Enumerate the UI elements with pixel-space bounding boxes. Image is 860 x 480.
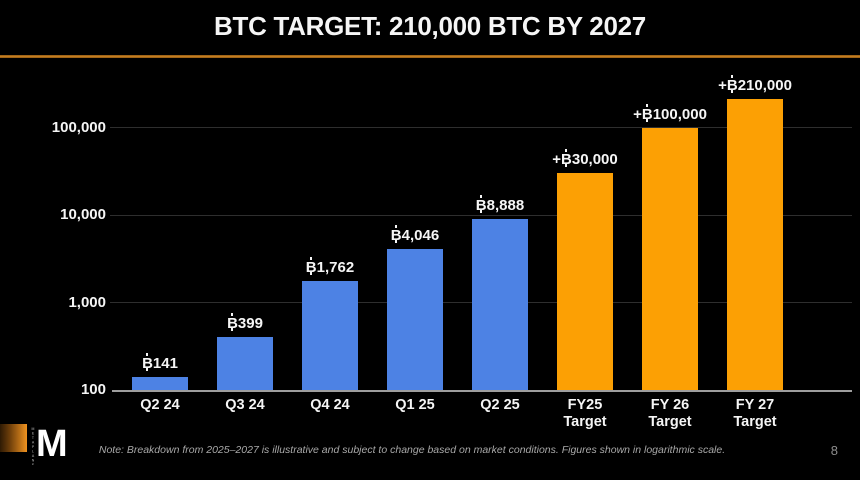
x-axis-label-q4-24: Q4 24 <box>310 397 350 413</box>
title-divider <box>0 55 860 58</box>
x-axis-line <box>112 390 852 392</box>
logo-vertical-text: METAPLANET <box>31 427 35 465</box>
logo-gradient-square <box>0 424 27 452</box>
page-title: BTC TARGET: 210,000 BTC BY 2027 <box>214 11 646 41</box>
btc-symbol: B <box>390 225 402 245</box>
y-axis-tick-label: 10,000 <box>60 206 106 223</box>
bar-fy-26-target <box>642 127 698 390</box>
btc-symbol: B <box>305 256 317 276</box>
bar-fy-27-target <box>727 99 783 390</box>
bar-value-label-fy25-target: +B30,000 <box>552 149 618 169</box>
y-axis-tick-label: 1,000 <box>68 293 106 311</box>
gridline-10-000 <box>110 214 852 216</box>
footnote: Note: Breakdown from 2025–2027 is illust… <box>98 444 726 456</box>
bar-q2-25 <box>472 219 528 390</box>
bar-value-label-fy-27-target: +B210,000 <box>718 75 792 95</box>
bar-value-label-fy-26-target: +B100,000 <box>633 103 707 123</box>
btc-symbol: B <box>726 75 738 95</box>
y-axis-tick-label: 100 <box>80 381 106 398</box>
bar-fy25-target <box>557 173 613 390</box>
x-axis-label-q2-25: Q2 25 <box>480 397 520 413</box>
x-axis-label-q2-24: Q2 24 <box>140 397 180 413</box>
logo: METAPLANET M <box>0 422 70 468</box>
bar-value-label-q3-24: B399 <box>227 313 263 333</box>
btc-symbol: B <box>227 313 238 333</box>
bar-value-label-q2-25: B8,888 <box>475 195 525 215</box>
x-axis-label-fy-26-target: FY 26 Target <box>648 397 692 430</box>
bar-value-label-q1-25: B4,046 <box>390 225 440 245</box>
btc-symbol: B <box>641 103 653 123</box>
bar-value-label-q2-24: B141 <box>142 352 178 372</box>
btc-symbol: B <box>475 195 487 215</box>
x-axis-label-q3-24: Q3 24 <box>225 397 265 413</box>
page-number: 8 <box>830 443 838 458</box>
bar-q1-25 <box>387 249 443 390</box>
y-axis-tick-label: 100,000 <box>51 118 106 136</box>
bar-value-label-q4-24: B1,762 <box>305 256 355 276</box>
x-axis-label-fy-27-target: FY 27 Target <box>733 397 777 430</box>
x-axis-label-fy25-target: FY25 Target <box>563 397 607 430</box>
gridline-100-000 <box>110 127 852 128</box>
bar-q4-24 <box>302 280 358 390</box>
btc-symbol: B <box>561 149 572 169</box>
btc-symbol: B <box>142 352 153 372</box>
bar-q2-24 <box>132 376 188 390</box>
x-axis-label-q1-25: Q1 25 <box>395 397 435 413</box>
bar-q3-24 <box>217 337 273 390</box>
logo-letter: M <box>36 423 68 465</box>
